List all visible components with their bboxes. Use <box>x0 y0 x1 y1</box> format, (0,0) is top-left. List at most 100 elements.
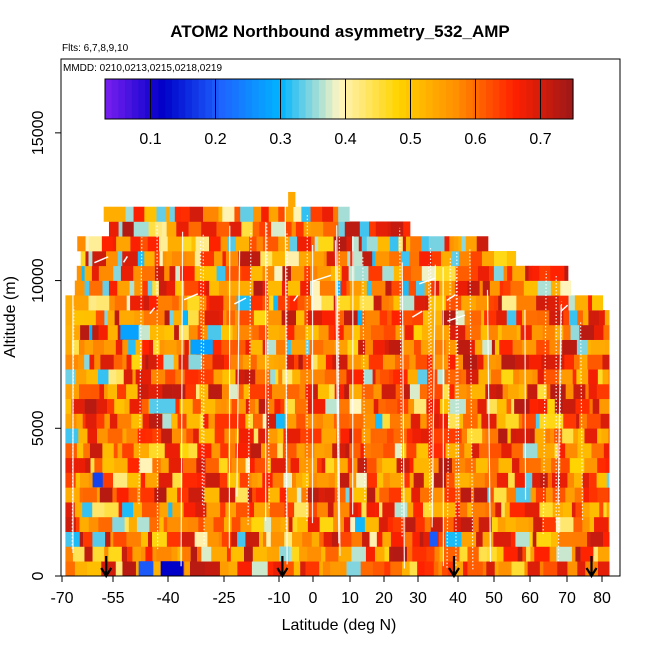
curtain-cell <box>204 516 214 532</box>
curtain-cell <box>361 236 368 252</box>
curtain-cell <box>109 413 118 429</box>
curtain-cell <box>206 502 221 518</box>
curtain-cell <box>432 354 449 370</box>
curtain-cell <box>366 502 376 518</box>
curtain-cell <box>136 487 141 503</box>
curtain-cell <box>343 310 358 326</box>
x-tick-label: 40 <box>449 590 467 607</box>
curtain-cell <box>219 561 229 576</box>
curtain-cell <box>225 251 239 267</box>
curtain-cell <box>442 310 456 326</box>
curtain-cell <box>221 339 233 355</box>
curtain-cell <box>307 546 322 562</box>
curtain-cell <box>349 487 354 503</box>
curtain-cell <box>139 457 153 473</box>
curtain-cell <box>366 487 376 503</box>
curtain-cell <box>230 354 244 370</box>
curtain-cell <box>375 251 390 267</box>
curtain-cell <box>569 457 585 473</box>
curtain-cell <box>120 265 134 281</box>
curtain-cell <box>296 487 302 503</box>
curtain-cell <box>347 251 351 267</box>
curtain-cell <box>325 457 335 473</box>
curtain-cell <box>245 457 251 473</box>
curtain-cell <box>334 487 346 503</box>
curtain-cell <box>464 310 471 326</box>
colorbar-segment <box>305 79 313 119</box>
curtain-cell <box>167 236 183 252</box>
curtain-cell <box>186 428 194 444</box>
curtain-cell <box>211 546 228 562</box>
curtain-cell <box>168 457 184 473</box>
curtain-cell <box>88 516 99 532</box>
curtain-cell <box>381 295 390 311</box>
curtain-cell <box>325 398 340 414</box>
curtain-cell <box>496 398 507 414</box>
curtain-cell <box>407 369 418 385</box>
track-line <box>138 237 143 505</box>
curtain-cell <box>307 398 313 414</box>
curtain-cell <box>330 265 342 281</box>
curtain-cell <box>309 339 324 355</box>
curtain-cell <box>551 531 559 547</box>
curtain-cell <box>265 443 278 459</box>
curtain-cell <box>140 236 148 252</box>
curtain-cell <box>537 398 548 414</box>
curtain-cell <box>362 251 373 267</box>
curtain-cell <box>117 443 123 459</box>
curtain-cell <box>76 369 87 385</box>
curtain-cell <box>572 369 577 385</box>
curtain-cell <box>232 339 246 355</box>
curtain-cell <box>294 324 306 340</box>
x-tick-label: 30 <box>409 590 427 607</box>
curtain-cell <box>373 383 382 400</box>
curtain-cell <box>363 413 376 429</box>
curtain-cell <box>413 472 425 488</box>
curtain-cell <box>159 236 168 252</box>
curtain-cell <box>421 324 431 340</box>
track-segment <box>94 256 109 264</box>
x-tick-label: -55 <box>101 590 124 607</box>
curtain-cell <box>304 295 312 311</box>
curtain-cell <box>550 428 555 444</box>
curtain-cell <box>563 502 573 518</box>
curtain-cell <box>338 221 346 237</box>
curtain-cell <box>89 280 103 296</box>
curtain-cell <box>482 280 491 296</box>
curtain-cell <box>65 428 79 444</box>
curtain-cell <box>168 502 173 518</box>
curtain-cell <box>589 398 593 414</box>
curtain-cell <box>494 561 499 576</box>
curtain-cell <box>122 221 135 237</box>
curtain-cell <box>565 443 570 459</box>
colorbar-segment <box>318 79 327 119</box>
curtain-cell <box>321 457 326 473</box>
curtain-cell <box>268 487 280 503</box>
colorbar-segment <box>385 79 394 119</box>
curtain-cell <box>420 413 428 429</box>
curtain-cell <box>112 516 125 532</box>
curtain-cell <box>174 324 180 340</box>
curtain-cell <box>453 236 459 252</box>
curtain-cell <box>482 428 486 444</box>
curtain-cell <box>271 221 286 237</box>
curtain-cell <box>554 324 564 340</box>
curtain-cell <box>172 383 186 400</box>
curtain-cell <box>102 443 115 459</box>
curtain-cell <box>80 251 86 267</box>
curtain-cell <box>393 428 408 444</box>
curtain-cell <box>98 516 113 532</box>
curtain-cell <box>372 561 385 576</box>
curtain-cell <box>384 561 391 576</box>
curtain-cell <box>311 295 322 311</box>
curtain-cell <box>314 236 319 252</box>
curtain-cell <box>346 236 353 252</box>
curtain-cell <box>272 472 284 488</box>
flight-tracks <box>71 198 584 570</box>
curtain-cell <box>433 561 439 576</box>
curtain-cell <box>501 369 514 385</box>
colorbar-segment <box>352 79 360 119</box>
colorbar-segment <box>292 79 300 119</box>
curtain-cell <box>208 383 223 400</box>
curtain-cell <box>534 546 550 562</box>
